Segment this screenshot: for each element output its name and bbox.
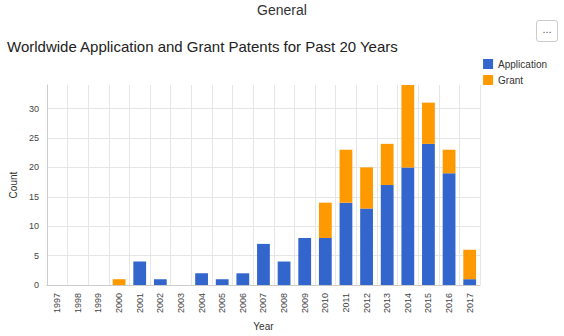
svg-text:Grant: Grant [498, 75, 523, 86]
svg-text:2004: 2004 [197, 293, 207, 313]
svg-text:2003: 2003 [176, 293, 186, 313]
svg-text:1998: 1998 [73, 293, 83, 313]
svg-text:2000: 2000 [114, 293, 124, 313]
svg-text:15: 15 [29, 192, 39, 202]
svg-text:2009: 2009 [300, 293, 310, 313]
svg-text:2005: 2005 [217, 293, 227, 313]
svg-text:Application: Application [498, 59, 547, 70]
svg-text:2015: 2015 [423, 293, 433, 313]
svg-text:Year: Year [253, 321, 274, 332]
svg-text:2011: 2011 [341, 293, 351, 312]
svg-text:25: 25 [29, 133, 39, 143]
svg-text:1999: 1999 [93, 293, 103, 313]
svg-text:10: 10 [29, 221, 39, 231]
svg-text:2016: 2016 [444, 293, 454, 313]
svg-text:1997: 1997 [52, 293, 62, 313]
svg-text:30: 30 [29, 104, 39, 114]
svg-text:2014: 2014 [403, 293, 413, 313]
svg-text:2017: 2017 [465, 293, 475, 313]
svg-text:5: 5 [34, 251, 39, 261]
svg-text:2006: 2006 [238, 293, 248, 313]
svg-text:2013: 2013 [382, 293, 392, 313]
svg-text:2012: 2012 [362, 293, 372, 313]
svg-text:Worldwide Application and Gran: Worldwide Application and Grant Patents … [7, 38, 398, 55]
svg-text:0: 0 [34, 280, 39, 290]
svg-text:2008: 2008 [279, 293, 289, 313]
svg-text:2010: 2010 [320, 293, 330, 313]
svg-text:2001: 2001 [135, 293, 145, 313]
svg-text:2007: 2007 [258, 293, 268, 313]
svg-text:20: 20 [29, 162, 39, 172]
svg-text:2002: 2002 [155, 293, 165, 313]
svg-text:Count: Count [8, 171, 19, 198]
html-text:General: General [257, 2, 307, 18]
